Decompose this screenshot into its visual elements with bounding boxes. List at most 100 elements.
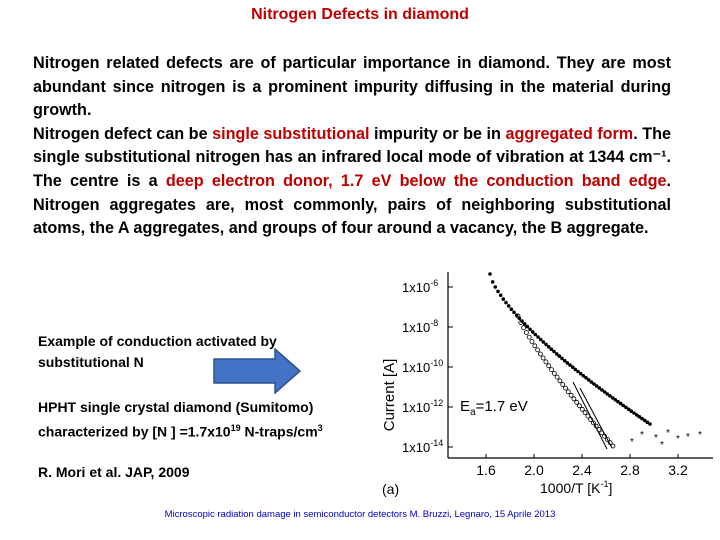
hpht-text-a: HPHT single crystal diamond (Sumitomo) c… bbox=[38, 399, 314, 440]
data-point bbox=[552, 349, 556, 354]
data-point-star: * bbox=[630, 437, 634, 448]
p2-text-c: impurity or be in bbox=[369, 124, 506, 143]
data-point bbox=[528, 327, 532, 332]
highlight-deep-donor: deep electron donor, 1.7 eV below the co… bbox=[165, 171, 667, 190]
data-point-open bbox=[563, 385, 568, 391]
data-point bbox=[509, 307, 514, 311]
data-point bbox=[496, 289, 500, 294]
paragraph-2: Nitrogen defect can be single substituti… bbox=[33, 123, 671, 241]
data-point-open bbox=[526, 334, 532, 340]
activation-energy-label: Ea=1.7 eV bbox=[460, 398, 528, 418]
data-point-star: * bbox=[654, 433, 658, 444]
p2-text-e: . The single substitutional nitrogen has… bbox=[33, 124, 672, 190]
data-point-open bbox=[610, 443, 616, 449]
example-note: Example of conduction activated by subst… bbox=[38, 333, 277, 370]
data-point bbox=[538, 337, 543, 342]
data-point bbox=[597, 386, 602, 390]
data-point-open bbox=[579, 406, 585, 412]
data-point-open bbox=[557, 378, 563, 384]
data-point bbox=[501, 297, 506, 301]
data-point bbox=[610, 396, 615, 400]
data-point bbox=[626, 407, 631, 412]
footer-citation: Microscopic radiation damage in semicond… bbox=[164, 509, 556, 520]
paragraph-1: Nitrogen related defects are of particul… bbox=[33, 54, 671, 120]
x-axis-label: 1000/T [K-1] bbox=[540, 479, 612, 496]
data-point bbox=[605, 392, 610, 396]
highlight-aggregated-form: aggregated form bbox=[505, 124, 634, 143]
data-point bbox=[586, 378, 591, 382]
data-point-open bbox=[577, 403, 582, 409]
data-point bbox=[584, 376, 588, 380]
hpht-note: HPHT single crystal diamond (Sumitomo) c… bbox=[38, 397, 383, 443]
data-point-open bbox=[596, 427, 602, 433]
data-point-open bbox=[521, 325, 527, 331]
data-point-open bbox=[518, 320, 524, 325]
data-point bbox=[637, 414, 642, 419]
data-point bbox=[640, 416, 644, 421]
p2-text-g: . Nitrogen aggregates are, most commonly… bbox=[33, 171, 671, 238]
data-point bbox=[565, 361, 570, 365]
data-point-open bbox=[585, 413, 591, 419]
data-point-open bbox=[532, 343, 538, 349]
data-point bbox=[554, 352, 559, 356]
data-point bbox=[616, 399, 620, 404]
xtick-label: 2.8 bbox=[620, 462, 640, 478]
ytick-label: 1x10-10 bbox=[402, 358, 443, 375]
data-point bbox=[576, 369, 580, 374]
hpht-exponent: 19 bbox=[230, 423, 241, 433]
data-point-open bbox=[523, 330, 529, 335]
data-point bbox=[560, 356, 564, 361]
data-point bbox=[549, 347, 554, 351]
data-point-open bbox=[554, 374, 560, 380]
hpht-exponent-2: 3 bbox=[317, 423, 323, 433]
data-point-open bbox=[543, 359, 549, 365]
data-point-open bbox=[546, 363, 552, 369]
data-point bbox=[613, 398, 618, 402]
data-point-open bbox=[540, 355, 546, 361]
body-paragraph: Nitrogen related defects are of particul… bbox=[33, 52, 671, 241]
data-point-star: * bbox=[640, 430, 644, 441]
data-point-open bbox=[604, 437, 610, 442]
data-point bbox=[600, 388, 604, 392]
data-point bbox=[506, 304, 511, 308]
data-point bbox=[624, 405, 628, 410]
right-arrow-icon bbox=[213, 348, 301, 394]
data-point bbox=[581, 374, 586, 378]
data-point-open bbox=[607, 440, 613, 446]
data-point-open bbox=[571, 396, 577, 402]
data-point bbox=[498, 293, 503, 298]
highlight-single-substitutional: single substitutional bbox=[212, 124, 370, 143]
xtick-label: 2.0 bbox=[524, 462, 544, 478]
ytick-label: 1x10-14 bbox=[402, 438, 443, 455]
data-point-open bbox=[602, 433, 608, 439]
data-point-open bbox=[535, 347, 541, 353]
data-point bbox=[578, 371, 583, 376]
data-point-open bbox=[551, 371, 557, 376]
data-point bbox=[557, 354, 562, 358]
current-vs-inverse-temperature-graph: 1x10-6 1x10-8 1x10-10 1x10-12 1x10-14 1.… bbox=[381, 272, 713, 497]
data-point bbox=[648, 422, 652, 426]
data-point-open bbox=[537, 351, 543, 357]
data-point bbox=[541, 340, 546, 344]
data-point-open bbox=[588, 417, 594, 422]
y-axis-label: Current [A] bbox=[381, 359, 398, 432]
data-point bbox=[618, 401, 623, 406]
data-point-open bbox=[515, 313, 521, 319]
data-point bbox=[592, 382, 596, 386]
data-point bbox=[546, 345, 551, 349]
data-point-open bbox=[568, 392, 574, 398]
data-point-open bbox=[574, 399, 580, 405]
data-point-star: * bbox=[676, 434, 680, 445]
data-point-open bbox=[565, 389, 571, 395]
ytick-label: 1x10-8 bbox=[402, 318, 438, 335]
data-point-open bbox=[529, 339, 535, 344]
reference-note: R. Mori et al. JAP, 2009 bbox=[38, 464, 190, 480]
data-point bbox=[589, 380, 594, 384]
data-point-open bbox=[590, 420, 596, 426]
open-data-series bbox=[515, 313, 616, 449]
data-point bbox=[634, 413, 639, 417]
ytick-label: 1x10-6 bbox=[402, 278, 438, 295]
data-point bbox=[562, 358, 567, 363]
data-point bbox=[594, 384, 599, 388]
data-point bbox=[642, 418, 647, 423]
